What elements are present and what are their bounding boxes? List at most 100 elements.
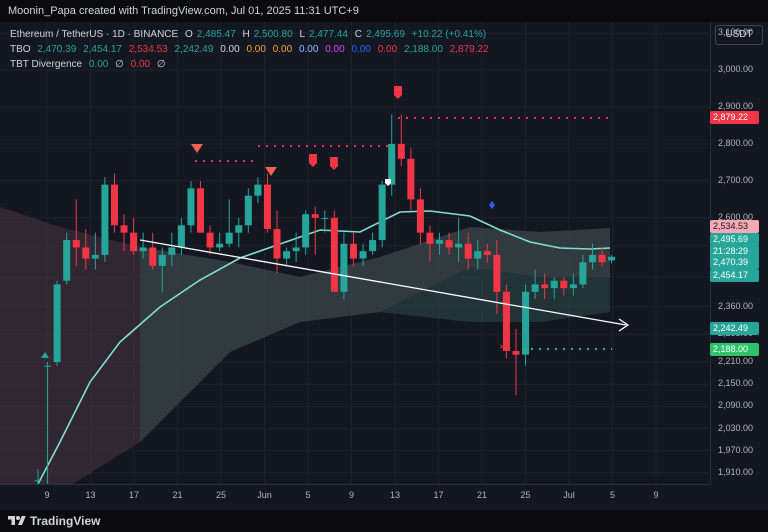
time-axis-label: 21: [172, 490, 183, 500]
tbo-value: 2,454.17: [83, 44, 122, 55]
price-axis-label: 2,900.00: [718, 101, 754, 111]
price-tag: 2,188.00: [710, 343, 759, 356]
low-value: 2,477.44: [309, 29, 348, 40]
candle-body: [359, 251, 367, 259]
candle-body: [101, 184, 109, 255]
tbt-legend-row[interactable]: TBT Divergence 0.00 ∅ 0.00 ∅: [10, 57, 493, 72]
candle-body: [177, 225, 185, 248]
buy-triangle-icon: [41, 352, 49, 358]
candle-body: [34, 480, 42, 482]
price-tag: 21:28:29: [710, 245, 759, 258]
tbo-value: 2,242.49: [174, 44, 214, 55]
time-axis-label: 9: [44, 490, 50, 500]
trend-arrow-icon: [618, 318, 630, 332]
close-value: 2,495.69: [365, 29, 405, 40]
created-by-text: Moonin_Papa created with TradingView.com…: [8, 5, 359, 17]
time-axis-label: 13: [389, 490, 401, 500]
tbt-value: 0.00: [88, 59, 109, 70]
price-tag: 2,534.53: [710, 220, 759, 233]
tbo-value: 0.00: [351, 44, 371, 55]
ema-line: [37, 210, 611, 485]
tbo-value: 2,188.00: [403, 44, 443, 55]
price-axis-label: 2,210.00: [718, 356, 754, 367]
currency-button[interactable]: USDT: [715, 25, 763, 45]
footer-brand: TradingView: [30, 514, 101, 528]
candle-body: [388, 143, 396, 185]
tbo-value: 0.00: [246, 44, 266, 55]
diamond-icon: [489, 201, 495, 209]
candle-body: [522, 291, 530, 355]
candle-body: [455, 243, 463, 248]
candle-body: [464, 243, 472, 259]
price-axis-label: 2,360.00: [718, 300, 754, 311]
price-axis-label: 2,030.00: [718, 422, 754, 433]
tbt-name: TBT Divergence: [10, 59, 83, 70]
chart-legend: Ethereum / TetherUS · 1D · BINANCE O 2,48…: [10, 27, 493, 72]
time-axis-label: 25: [520, 490, 531, 500]
time-axis-label: 5: [305, 490, 311, 500]
candle-body: [369, 240, 377, 252]
price-tag: 2,454.17: [710, 269, 759, 282]
open-label: O: [184, 29, 193, 40]
candle-body: [244, 195, 252, 226]
candle-body: [91, 254, 99, 259]
high-value: 2,500.80: [253, 29, 293, 40]
tradingview-logo-icon: [8, 516, 26, 525]
tbo-name: TBO: [10, 44, 31, 55]
tbt-value: ∅: [156, 59, 166, 70]
symbol-title[interactable]: Ethereum / TetherUS · 1D · BINANCE: [10, 29, 179, 40]
candle-body: [206, 232, 214, 248]
candle-body: [110, 184, 118, 226]
candle-body: [168, 247, 176, 255]
candle-body: [560, 280, 568, 289]
price-axis-label: 3,000.00: [718, 64, 754, 75]
high-label: H: [242, 29, 250, 40]
candle-body: [283, 251, 291, 259]
time-axis[interactable]: [0, 484, 710, 511]
price-chart[interactable]: ×: [0, 22, 710, 510]
candle-body: [598, 254, 606, 263]
candle-body: [407, 158, 415, 200]
sell-flag-icon: [309, 154, 317, 167]
tbo-value: 0.00: [298, 44, 319, 55]
candle-body: [397, 143, 405, 159]
candle-body: [321, 217, 329, 219]
candle-body: [216, 243, 224, 248]
sell-flag-icon: [330, 157, 338, 170]
x-marker-icon: ×: [499, 342, 505, 353]
price-tag: 2,879.22: [710, 111, 759, 124]
candle-body: [541, 284, 549, 289]
candle-body: [197, 188, 205, 233]
price-tag: 2,470.39: [710, 256, 759, 269]
tbt-value: ∅: [115, 59, 124, 70]
candle-body: [263, 184, 271, 229]
candle-body: [82, 247, 90, 259]
tbo-value: 0.00: [377, 44, 398, 55]
candle-body: [579, 262, 587, 285]
candle-body: [302, 214, 310, 248]
ema-band-lower: [140, 227, 610, 442]
time-axis-label: Jul: [563, 490, 575, 500]
candle-body: [225, 232, 233, 244]
sell-triangle-icon: [265, 167, 277, 176]
tbo-value: 0.00: [272, 44, 293, 55]
candle-body: [330, 217, 338, 292]
candle-body: [254, 184, 262, 196]
candle-body: [512, 350, 520, 355]
close-label: C: [354, 29, 362, 40]
candles: [34, 114, 616, 496]
tbo-legend-row[interactable]: TBO 2,470.39 2,454.17 2,534.53 2,242.49 …: [10, 42, 493, 57]
time-axis-label: 13: [85, 490, 96, 500]
change-value: +10.22 (+0.41%): [411, 29, 487, 40]
candle-body: [378, 184, 386, 241]
time-axis-label: 21: [476, 490, 488, 500]
time-axis-label: 9: [653, 490, 659, 500]
open-value: 2,485.47: [196, 29, 236, 40]
overlays: ×: [41, 86, 630, 358]
candle-body: [120, 225, 128, 233]
candle-body: [53, 284, 61, 363]
candle-body: [416, 199, 424, 233]
candle-body: [311, 214, 319, 218]
tbo-value: 0.00: [325, 44, 345, 55]
price-tag: 2,495.69: [710, 233, 759, 246]
